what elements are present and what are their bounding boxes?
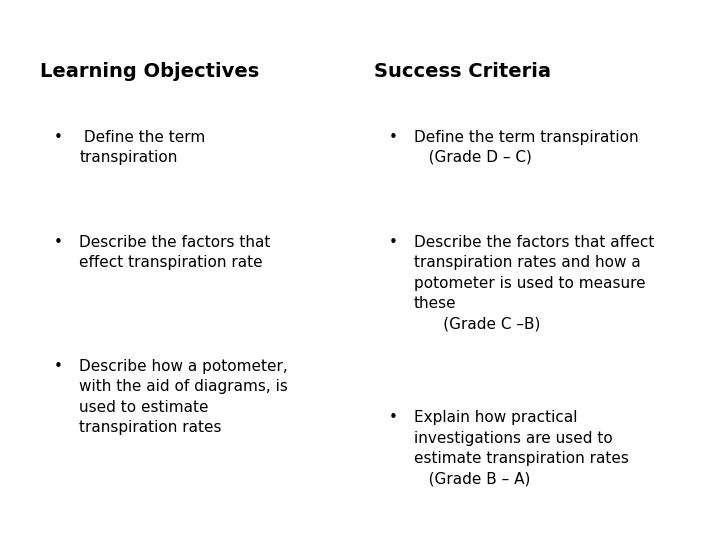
Text: Describe the factors that affect
transpiration rates and how a
potometer is used: Describe the factors that affect transpi… bbox=[414, 235, 654, 332]
Text: Explain how practical
investigations are used to
estimate transpiration rates
  : Explain how practical investigations are… bbox=[414, 410, 629, 487]
Text: •: • bbox=[389, 130, 397, 145]
Text: •: • bbox=[389, 235, 397, 250]
Text: Define the term
transpiration: Define the term transpiration bbox=[79, 130, 205, 165]
Text: Describe the factors that
effect transpiration rate: Describe the factors that effect transpi… bbox=[79, 235, 271, 271]
Text: Success Criteria: Success Criteria bbox=[374, 62, 552, 81]
Text: •: • bbox=[54, 235, 63, 250]
Text: Learning Objectives: Learning Objectives bbox=[40, 62, 259, 81]
Text: •: • bbox=[54, 359, 63, 374]
Text: Describe how a potometer,
with the aid of diagrams, is
used to estimate
transpir: Describe how a potometer, with the aid o… bbox=[79, 359, 288, 435]
Text: •: • bbox=[54, 130, 63, 145]
Text: •: • bbox=[389, 410, 397, 426]
Text: Define the term transpiration
   (Grade D – C): Define the term transpiration (Grade D –… bbox=[414, 130, 639, 165]
